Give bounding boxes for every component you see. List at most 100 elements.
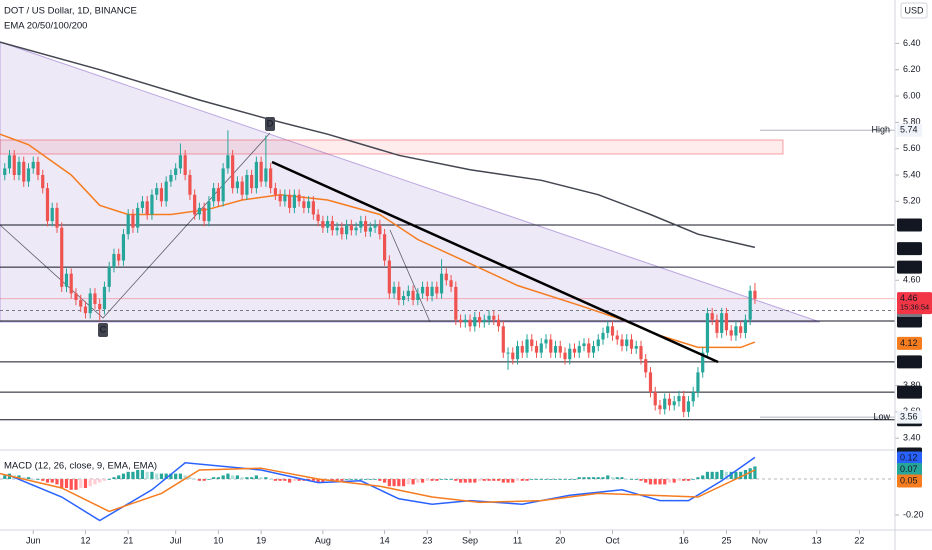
macd-bar (117, 475, 121, 480)
x-tick-label: 16 (679, 535, 689, 545)
macd-bar (501, 479, 505, 483)
macd-bar (212, 477, 216, 480)
macd-bar (539, 479, 543, 480)
candle-body (582, 343, 586, 347)
y-tick-label: 6.20 (903, 64, 921, 74)
currency-box[interactable] (900, 2, 928, 19)
macd-bar (748, 468, 752, 480)
x-tick-label: 23 (422, 535, 432, 545)
level-label: 4.29 (900, 315, 918, 325)
level-label-box (897, 218, 922, 232)
macd-bar (378, 479, 382, 481)
macd-value-label: 0.12 (900, 452, 918, 462)
macd-bar (250, 477, 254, 480)
candle-body (69, 273, 73, 294)
candle-body (283, 194, 287, 202)
macd-bar (26, 477, 31, 480)
level-label: 3.75 (900, 386, 918, 396)
macd-bar (696, 477, 700, 480)
macd-bar (454, 479, 458, 481)
macd-bar (382, 479, 387, 483)
candle-body (572, 348, 577, 353)
y-tick-label: 4.60 (903, 275, 921, 285)
macd-bar (235, 475, 240, 480)
candle-body (653, 392, 657, 406)
macd-bar (321, 479, 325, 483)
macd-bar (259, 477, 263, 480)
candle-body (644, 359, 648, 373)
candle-body (174, 168, 178, 175)
candle-body (335, 227, 339, 231)
currency[interactable]: USD (904, 5, 924, 15)
candle-body (64, 273, 69, 287)
macd-tick-label: -0.20 (903, 509, 924, 519)
x-tick-label: 11 (513, 535, 522, 545)
marker-box (265, 117, 275, 131)
candle-body (501, 326, 505, 353)
candle-body (330, 221, 334, 231)
candle-body (240, 181, 244, 195)
candle-body (530, 339, 534, 347)
x-tick-label: 25 (721, 535, 731, 545)
macd-bar (558, 479, 562, 480)
macd-bar (50, 479, 54, 483)
candle-body (720, 313, 724, 333)
candle-body (439, 273, 444, 294)
candle-body (363, 221, 368, 232)
marker-label: C (100, 324, 107, 334)
x-tick-label: 19 (256, 535, 266, 545)
candle-body (17, 161, 21, 175)
candle-body (292, 194, 296, 208)
macd-bar (3, 475, 7, 480)
candle-body (682, 396, 686, 412)
macd-bar (202, 479, 206, 481)
low-text: Low (873, 411, 890, 421)
candle-body (473, 317, 477, 327)
macd-bar (610, 477, 615, 480)
macd-bar (549, 479, 553, 480)
macd-bar (88, 479, 92, 487)
candle-body (739, 326, 743, 333)
plot (0, 41, 757, 522)
candle-body (549, 339, 553, 353)
macd-bar (387, 479, 391, 487)
candle-body (183, 155, 187, 175)
macd-bar (639, 479, 643, 481)
candle-body (79, 300, 83, 307)
x-tick-label: 13 (812, 535, 822, 545)
macd-bar (231, 475, 235, 480)
candle-body (254, 161, 258, 189)
candle-body (250, 175, 254, 189)
candle-body (496, 319, 501, 327)
candle-body (197, 207, 202, 215)
macd-bar (283, 479, 287, 481)
macd-bar (354, 479, 358, 480)
candle-body (401, 296, 406, 300)
candle-body (724, 313, 729, 331)
macd-bar (397, 479, 401, 487)
candle-body (477, 317, 482, 323)
triangle-zone (0, 41, 821, 323)
macd-bar (544, 479, 548, 480)
candle-body (60, 227, 64, 287)
candle-body (345, 225, 349, 235)
macd-bar (568, 479, 572, 480)
level-label-box (897, 355, 922, 369)
candle-body (316, 214, 320, 222)
candle-body (31, 161, 35, 169)
macd-bar (64, 479, 69, 489)
macd-bar (492, 479, 496, 481)
macd-bar (69, 479, 73, 490)
macd-bar (601, 477, 605, 480)
y-tick-label: 5.40 (903, 169, 921, 179)
candle-body (663, 398, 667, 410)
candle-body (159, 188, 164, 202)
macd-bar (55, 479, 59, 485)
candle-body (610, 326, 615, 336)
macd-bar (254, 475, 258, 480)
candle-body (26, 168, 31, 182)
candle-body (454, 286, 458, 320)
candle-body (212, 188, 216, 202)
macd-bar (288, 479, 292, 483)
macd-bar (31, 479, 35, 480)
